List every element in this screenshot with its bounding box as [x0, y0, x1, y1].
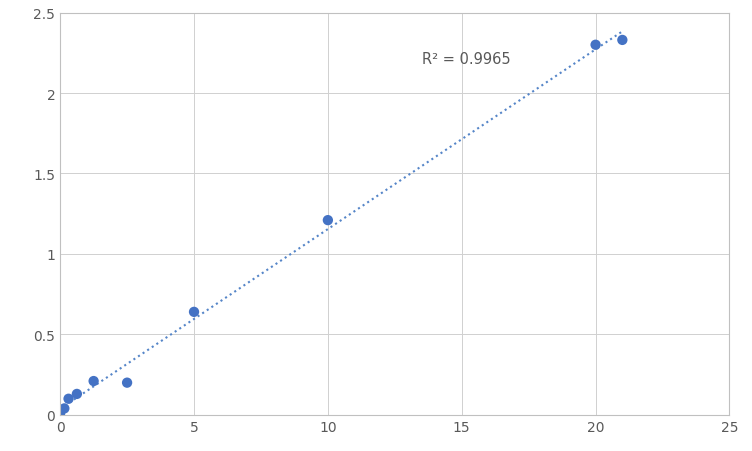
Point: [188, 308, 200, 316]
Point: [71, 391, 83, 398]
Point: [87, 377, 99, 385]
Text: R² = 0.9965: R² = 0.9965: [422, 51, 510, 66]
Point: [590, 42, 602, 49]
Point: [322, 217, 334, 224]
Point: [59, 405, 71, 412]
Point: [121, 379, 133, 387]
Point: [62, 395, 74, 402]
Point: [617, 37, 629, 45]
Point: [54, 410, 66, 417]
